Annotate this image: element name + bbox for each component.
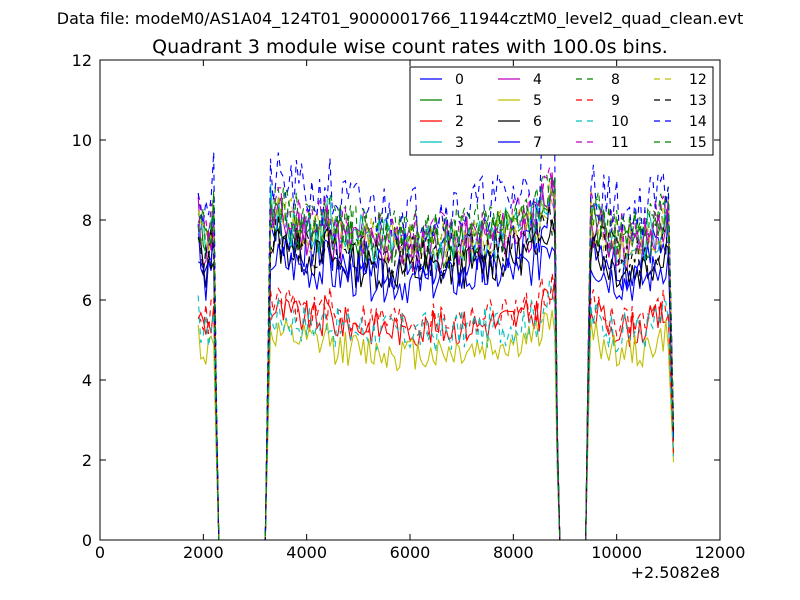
y-tick-label: 8 <box>82 211 92 230</box>
series-line-14 <box>197 133 675 541</box>
legend-label-7: 7 <box>533 135 542 151</box>
legend-label-3: 3 <box>455 135 464 151</box>
series-line-9 <box>197 272 675 541</box>
legend-label-13: 13 <box>689 93 707 109</box>
legend-label-11: 11 <box>611 135 629 151</box>
x-tick-label: 6000 <box>390 543 431 562</box>
legend-label-15: 15 <box>689 135 707 151</box>
series-line-7 <box>197 238 675 541</box>
y-tick-label: 6 <box>82 291 92 310</box>
legend-label-4: 4 <box>533 72 542 88</box>
legend-label-9: 9 <box>611 93 620 109</box>
y-tick-label: 4 <box>82 371 92 390</box>
legend-label-12: 12 <box>689 72 707 88</box>
legend-label-1: 1 <box>455 93 464 109</box>
x-tick-label: 10000 <box>591 543 642 562</box>
chart-suptitle: Data file: modeM0/AS1A04_124T01_90000017… <box>57 9 743 29</box>
y-tick-label: 12 <box>72 51 92 70</box>
series-line-13 <box>197 205 675 541</box>
legend-label-8: 8 <box>611 72 620 88</box>
series-line-6 <box>197 219 675 541</box>
series-line-12 <box>197 178 675 541</box>
legend-label-0: 0 <box>455 72 464 88</box>
y-tick-label: 0 <box>82 531 92 550</box>
x-tick-label: 0 <box>95 543 105 562</box>
x-tick-label: 12000 <box>695 543 746 562</box>
chart-title: Quadrant 3 module wise count rates with … <box>152 36 668 58</box>
legend-frame <box>409 66 714 156</box>
series-line-11 <box>197 167 675 541</box>
x-tick-label: 8000 <box>493 543 534 562</box>
y-tick-label: 2 <box>82 451 92 470</box>
series-line-2 <box>197 278 675 541</box>
series-line-4 <box>197 172 675 541</box>
series-line-10 <box>197 280 675 541</box>
plot-lines <box>197 133 675 541</box>
legend-label-5: 5 <box>533 93 542 109</box>
x-tick-label: 2000 <box>183 543 224 562</box>
legend-label-10: 10 <box>611 114 629 130</box>
series-line-5 <box>197 310 675 541</box>
x-tick-label: 4000 <box>286 543 327 562</box>
legend-label-6: 6 <box>533 114 542 130</box>
y-tick-label: 10 <box>72 131 92 150</box>
legend-label-2: 2 <box>455 114 464 130</box>
x-offset-label: +2.5082e8 <box>631 563 720 582</box>
series-line-15 <box>197 174 675 541</box>
legend-label-14: 14 <box>689 114 707 130</box>
